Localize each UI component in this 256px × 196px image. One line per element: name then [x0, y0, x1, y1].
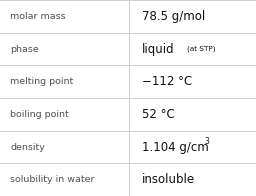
Text: 78.5 g/mol: 78.5 g/mol — [142, 10, 205, 23]
Text: melting point: melting point — [10, 77, 73, 86]
Text: density: density — [10, 142, 45, 152]
Text: molar mass: molar mass — [10, 12, 66, 21]
Text: boiling point: boiling point — [10, 110, 69, 119]
Text: 52 °C: 52 °C — [142, 108, 175, 121]
Text: phase: phase — [10, 44, 39, 54]
Text: (at STP): (at STP) — [187, 46, 215, 52]
Text: insoluble: insoluble — [142, 173, 195, 186]
Text: liquid: liquid — [142, 43, 175, 55]
Text: 3: 3 — [205, 137, 210, 146]
Text: −112 °C: −112 °C — [142, 75, 192, 88]
Text: solubility in water: solubility in water — [10, 175, 95, 184]
Text: 1.104 g/cm: 1.104 g/cm — [142, 141, 209, 153]
